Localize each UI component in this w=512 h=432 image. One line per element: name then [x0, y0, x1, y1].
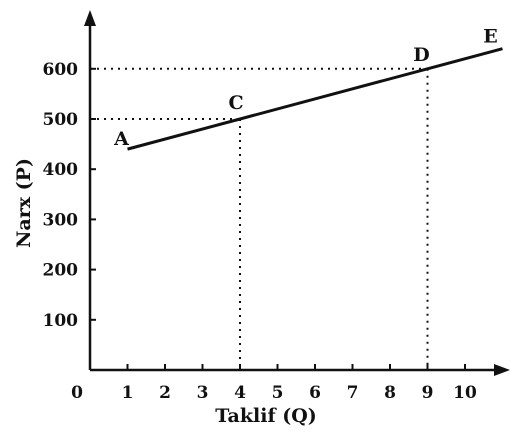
point-label-e: E [483, 26, 497, 48]
x-tick-label: 5 [272, 383, 284, 403]
x-axis-arrow-icon [494, 364, 510, 376]
y-tick-label: 600 [43, 60, 79, 80]
origin-label: 0 [71, 383, 83, 403]
y-tick-label: 200 [43, 261, 79, 281]
series: A C D E [113, 26, 503, 151]
y-tick-label: 500 [43, 110, 79, 130]
y-axis-arrow-icon [84, 10, 96, 26]
x-tick-label: 2 [159, 383, 171, 403]
x-tick-label: 1 [122, 383, 134, 403]
y-tick-label: 400 [43, 160, 79, 180]
x-tick-label: 7 [347, 383, 359, 403]
axis-ticks: 1 2 3 4 5 6 7 8 9 10 100 200 300 400 500 600 [43, 60, 477, 403]
x-tick-label: 3 [197, 383, 209, 403]
x-tick-label: 8 [384, 383, 396, 403]
point-label-c: C [228, 92, 243, 114]
x-axis-title: Taklif (Q) [215, 405, 317, 427]
y-tick-label: 300 [43, 210, 79, 230]
point-label-d: D [413, 44, 429, 66]
x-tick-label: 6 [309, 383, 321, 403]
reference-lines [90, 67, 429, 370]
x-tick-label: 9 [422, 383, 434, 403]
axes [84, 10, 510, 376]
point-label-a: A [113, 128, 129, 150]
y-axis-title: Narx (P) [13, 158, 35, 248]
x-tick-label: 10 [453, 383, 477, 403]
supply-line [127, 47, 503, 151]
y-tick-label: 100 [43, 311, 79, 331]
x-tick-label: 4 [234, 383, 246, 403]
